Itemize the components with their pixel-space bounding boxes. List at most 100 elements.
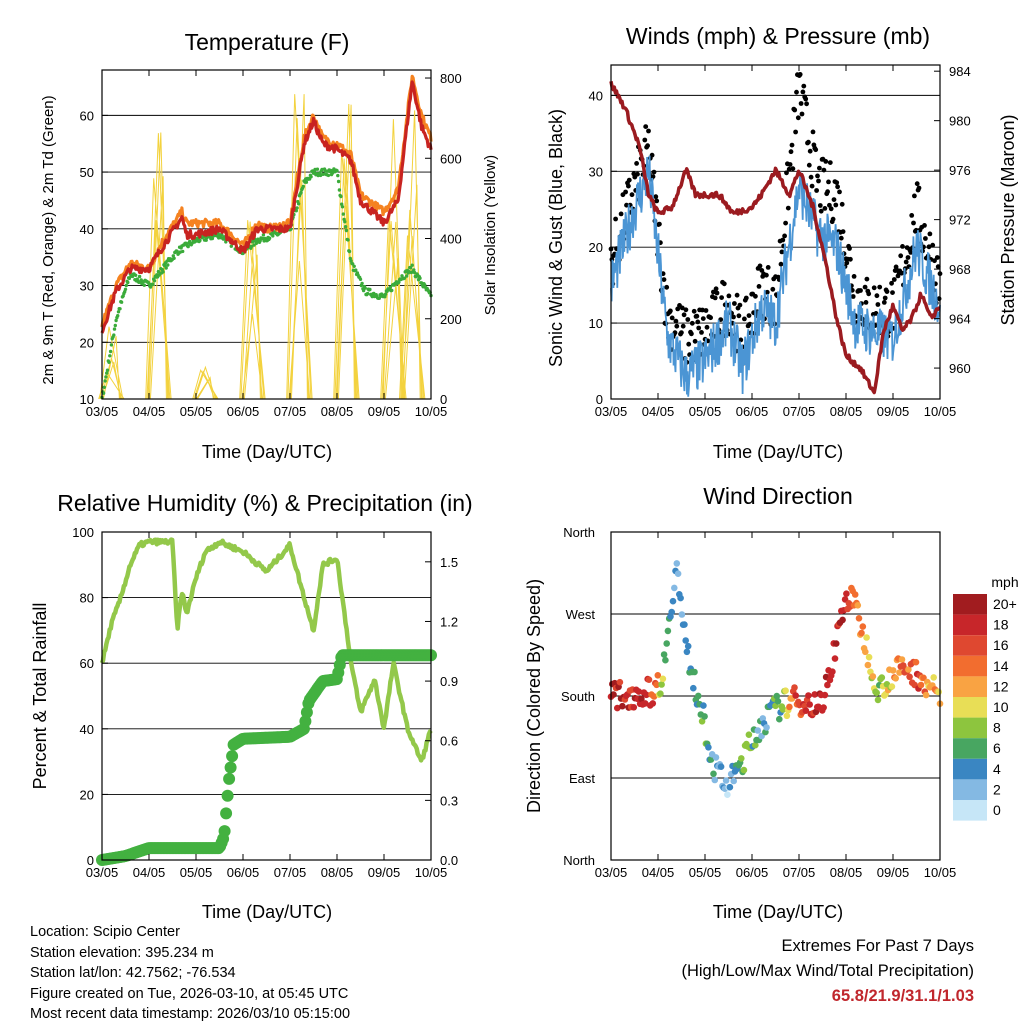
direction-point xyxy=(711,776,719,784)
direction-point xyxy=(683,648,691,656)
direction-point xyxy=(821,691,829,699)
gust-point xyxy=(689,331,694,337)
direction-point xyxy=(874,696,882,704)
direction-point xyxy=(831,655,839,662)
direction-point xyxy=(896,669,903,676)
gust-point xyxy=(816,178,821,184)
x-tick-label: 09/05 xyxy=(368,404,401,419)
direction-panel: Wind Direction 03/05 04/05 05/05 06/05 07/05… xyxy=(524,483,1019,922)
colorbar-label: 4 xyxy=(993,761,1001,777)
colorbar-swatch xyxy=(953,800,987,821)
x-tick-label: 09/05 xyxy=(877,404,910,419)
dewpoint-point xyxy=(108,354,112,358)
gust-point xyxy=(864,276,870,282)
dewpoint-point xyxy=(258,239,262,243)
direction-point xyxy=(774,698,782,705)
gust-point xyxy=(818,208,824,214)
dewpoint-point xyxy=(107,360,111,364)
direction-point xyxy=(792,692,799,699)
gust-point xyxy=(817,165,822,171)
temperature-plot-frame xyxy=(101,69,432,400)
dewpoint-point xyxy=(134,273,138,277)
gust-point xyxy=(713,286,719,292)
dewpoint-point xyxy=(118,307,122,311)
y-right-tick-label: 0.0 xyxy=(440,853,458,868)
y-right-tick-label: 800 xyxy=(440,71,462,86)
gust-point xyxy=(916,185,922,191)
x-tick-label: 05/05 xyxy=(689,404,722,419)
direction-point xyxy=(754,727,762,734)
x-tick-label: 07/05 xyxy=(274,865,307,880)
dewpoint-point xyxy=(101,391,106,395)
dewpoint-point xyxy=(123,287,128,291)
gust-point xyxy=(664,284,670,290)
gust-point xyxy=(877,284,883,290)
direction-point xyxy=(664,627,672,635)
x-tick-label: 10/05 xyxy=(415,404,448,419)
y-tick-label: North xyxy=(563,853,595,868)
gust-point xyxy=(927,231,933,237)
dewpoint-point xyxy=(418,276,422,280)
dewpoint-point xyxy=(354,268,358,272)
dewpoint-point xyxy=(360,281,364,286)
gust-point xyxy=(850,294,856,299)
dewpoint-point xyxy=(346,238,350,242)
direction-point xyxy=(654,672,662,679)
gust-point xyxy=(800,89,806,95)
gust-point xyxy=(653,194,659,200)
gust-point xyxy=(930,242,936,248)
colorbar-swatch xyxy=(953,655,987,677)
direction-point xyxy=(905,666,912,673)
precip-point xyxy=(220,807,233,820)
gust-point xyxy=(700,307,705,313)
solar-insolation-spike xyxy=(239,220,266,400)
gust-point xyxy=(898,253,904,259)
x-tick-label: 10/05 xyxy=(415,865,448,880)
y-right-tick-label: 400 xyxy=(440,232,462,247)
x-tick-label: 07/05 xyxy=(274,404,307,419)
precip-point xyxy=(226,750,239,763)
gust-point xyxy=(770,286,776,292)
dewpoint-point xyxy=(126,280,130,285)
dewpoint-point xyxy=(104,375,108,379)
direction-point xyxy=(829,668,836,675)
direction-point xyxy=(912,658,920,666)
x-tick-label: 08/05 xyxy=(321,865,354,880)
y-tick-label: 30 xyxy=(80,279,94,294)
humidity-panel: Relative Humidity (%) & Precipitation (i… xyxy=(30,490,473,922)
x-tick-label: 03/05 xyxy=(595,404,628,419)
direction-point xyxy=(674,570,682,577)
dewpoint-point xyxy=(166,263,170,267)
gust-point xyxy=(714,290,720,296)
direction-point xyxy=(917,681,925,689)
solar-insolation-spike xyxy=(286,94,313,400)
gust-point xyxy=(909,213,915,218)
y-tick-label: 40 xyxy=(589,88,603,103)
gust-point xyxy=(922,223,927,228)
direction-point xyxy=(839,616,846,624)
dewpoint-point xyxy=(186,244,190,249)
gust-point xyxy=(871,285,877,291)
gust-point xyxy=(731,314,736,320)
gust-point xyxy=(932,258,937,264)
direction-point xyxy=(878,674,886,681)
colorbar-label: 14 xyxy=(993,658,1009,674)
winds-title: Winds (mph) & Pressure (mb) xyxy=(626,23,930,49)
station-latlon: Station lat/lon: 42.7562; -76.534 xyxy=(30,965,236,981)
dewpoint-point xyxy=(108,349,113,354)
y-tick-label: East xyxy=(569,771,595,786)
gust-point xyxy=(711,289,716,295)
direction-point xyxy=(738,755,745,762)
gust-point xyxy=(649,152,655,158)
direction-point xyxy=(722,777,730,784)
direction-point xyxy=(859,623,867,630)
y-right-tick-label: 964 xyxy=(949,312,971,327)
dewpoint-point xyxy=(271,234,275,238)
y-tick-label: 80 xyxy=(80,591,94,606)
gust-point xyxy=(719,295,724,300)
dewpoint-point xyxy=(343,225,348,229)
gust-point xyxy=(700,316,706,321)
gust-point xyxy=(838,235,844,241)
dewpoint-point xyxy=(127,276,132,281)
station-location: Location: Scipio Center xyxy=(30,924,180,940)
